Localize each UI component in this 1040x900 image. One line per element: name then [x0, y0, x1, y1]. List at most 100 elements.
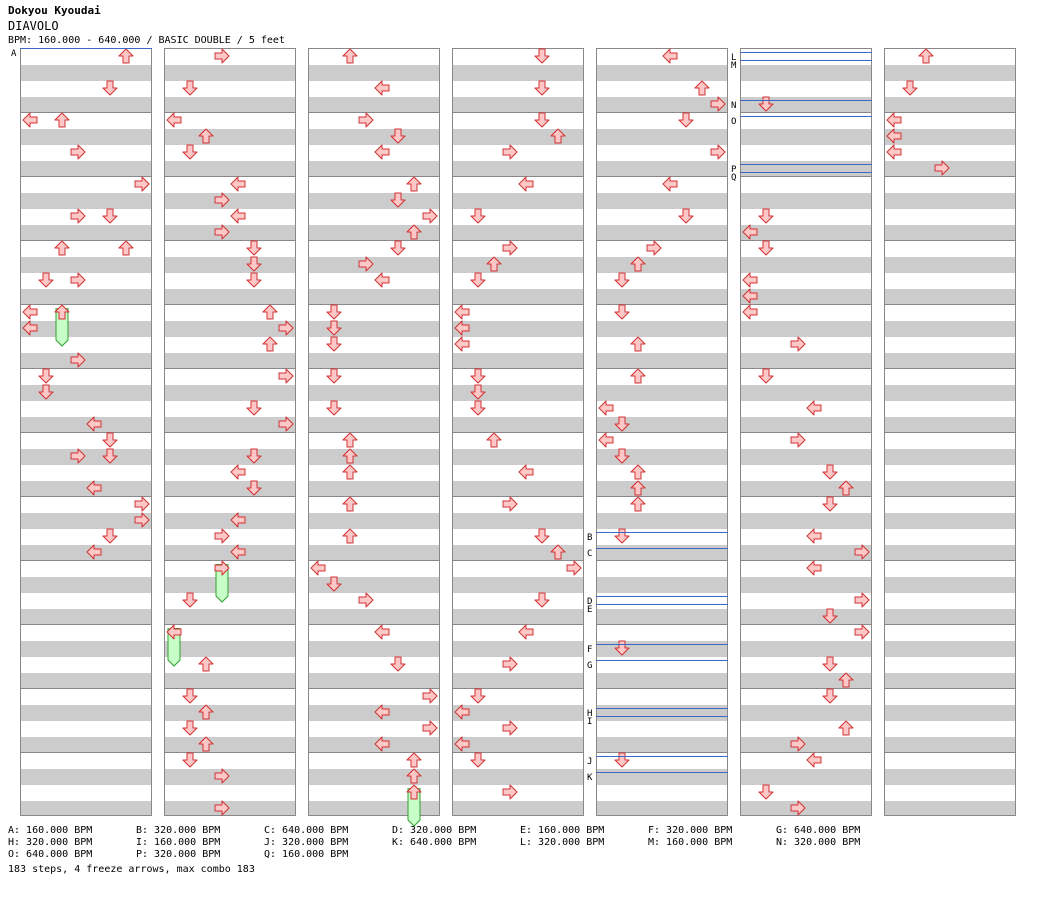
- arrow-down-icon: [614, 752, 630, 768]
- measure-line: [453, 688, 583, 689]
- arrow-down-icon: [614, 272, 630, 288]
- bpm-legend-entry: N: 320.000 BPM: [776, 837, 861, 848]
- arrow-up-icon: [54, 240, 70, 256]
- arrow-left-icon: [662, 176, 678, 192]
- arrow-left-icon: [742, 304, 758, 320]
- arrow-right-icon: [502, 784, 518, 800]
- bpm-change-line: [20, 48, 152, 49]
- arrow-right-icon: [710, 96, 726, 112]
- bpm-legend-entry: B: 320.000 BPM: [136, 825, 221, 836]
- arrow-up-icon: [198, 736, 214, 752]
- arrow-up-icon: [630, 256, 646, 272]
- arrow-down-icon: [470, 400, 486, 416]
- bpm-change-label: D: [587, 597, 593, 607]
- measure-line: [453, 240, 583, 241]
- bpm-legend-entry: O: 640.000 BPM: [8, 849, 93, 860]
- arrow-right-icon: [214, 800, 230, 816]
- arrow-down-icon: [470, 272, 486, 288]
- arrow-up-icon: [262, 336, 278, 352]
- arrow-right-icon: [214, 528, 230, 544]
- arrow-down-icon: [102, 528, 118, 544]
- arrow-right-icon: [854, 544, 870, 560]
- bpm-legend-entry: M: 160.000 BPM: [648, 837, 733, 848]
- bpm-change-label: L: [731, 53, 737, 63]
- arrow-left-icon: [86, 416, 102, 432]
- arrow-down-icon: [470, 688, 486, 704]
- arrow-left-icon: [230, 464, 246, 480]
- arrow-down-icon: [758, 368, 774, 384]
- measure-line: [885, 560, 1015, 561]
- arrow-down-icon: [326, 320, 342, 336]
- arrow-left-icon: [518, 176, 534, 192]
- arrow-left-icon: [374, 624, 390, 640]
- arrow-right-icon: [646, 240, 662, 256]
- arrow-down-icon: [246, 240, 262, 256]
- arrow-down-icon: [390, 192, 406, 208]
- arrow-down-icon: [534, 592, 550, 608]
- measure-line: [309, 560, 439, 561]
- arrow-down-icon: [326, 576, 342, 592]
- measure-line: [453, 432, 583, 433]
- arrow-down-icon: [326, 336, 342, 352]
- bpm-change-label: N: [731, 101, 737, 111]
- chart-column: [884, 48, 1016, 816]
- arrow-down-icon: [470, 384, 486, 400]
- arrow-up-icon: [342, 448, 358, 464]
- bpm-legend-entry: H: 320.000 BPM: [8, 837, 93, 848]
- measure-line: [597, 560, 727, 561]
- measure-line: [741, 432, 871, 433]
- arrow-down-icon: [614, 304, 630, 320]
- arrow-down-icon: [470, 752, 486, 768]
- arrow-right-icon: [278, 416, 294, 432]
- bpm-change-label: J: [587, 757, 593, 767]
- bpm-legend-entry: A: 160.000 BPM: [8, 825, 93, 836]
- arrow-down-icon: [614, 416, 630, 432]
- arrow-left-icon: [374, 80, 390, 96]
- measure-line: [309, 496, 439, 497]
- arrow-right-icon: [422, 720, 438, 736]
- bpm-change-label: E: [587, 605, 593, 615]
- arrow-left-icon: [886, 128, 902, 144]
- arrow-right-icon: [358, 256, 374, 272]
- bpm-legend-entry: F: 320.000 BPM: [648, 825, 733, 836]
- bpm-change-label: P: [731, 165, 737, 175]
- arrow-up-icon: [54, 112, 70, 128]
- arrow-left-icon: [374, 272, 390, 288]
- arrow-down-icon: [38, 368, 54, 384]
- measure-line: [309, 304, 439, 305]
- arrow-right-icon: [134, 176, 150, 192]
- bpm-legend-entry: E: 160.000 BPM: [520, 825, 605, 836]
- arrow-left-icon: [374, 704, 390, 720]
- chart-column: [596, 48, 728, 816]
- arrow-down-icon: [758, 784, 774, 800]
- arrow-left-icon: [454, 736, 470, 752]
- arrow-down-icon: [246, 400, 262, 416]
- bpm-change-line: [740, 164, 872, 165]
- arrow-left-icon: [86, 544, 102, 560]
- bpm-change-line: [596, 660, 728, 661]
- arrow-left-icon: [86, 480, 102, 496]
- bpm-legend-entry: D: 320.000 BPM: [392, 825, 477, 836]
- arrow-down-icon: [534, 528, 550, 544]
- bpm-legend-entry: G: 640.000 BPM: [776, 825, 861, 836]
- bpm-legend-entry: L: 320.000 BPM: [520, 837, 605, 848]
- arrow-up-icon: [486, 256, 502, 272]
- arrow-up-icon: [630, 336, 646, 352]
- arrow-right-icon: [358, 112, 374, 128]
- measure-line: [885, 112, 1015, 113]
- measure-line: [309, 240, 439, 241]
- arrow-up-icon: [342, 432, 358, 448]
- arrow-up-icon: [550, 544, 566, 560]
- arrow-down-icon: [390, 656, 406, 672]
- arrow-down-icon: [390, 240, 406, 256]
- measure-line: [21, 112, 151, 113]
- arrow-left-icon: [230, 208, 246, 224]
- arrow-left-icon: [742, 272, 758, 288]
- arrow-left-icon: [806, 528, 822, 544]
- measure-line: [165, 432, 295, 433]
- arrow-left-icon: [374, 736, 390, 752]
- arrow-down-icon: [102, 80, 118, 96]
- arrow-down-icon: [326, 368, 342, 384]
- arrow-right-icon: [214, 560, 230, 576]
- arrow-down-icon: [822, 688, 838, 704]
